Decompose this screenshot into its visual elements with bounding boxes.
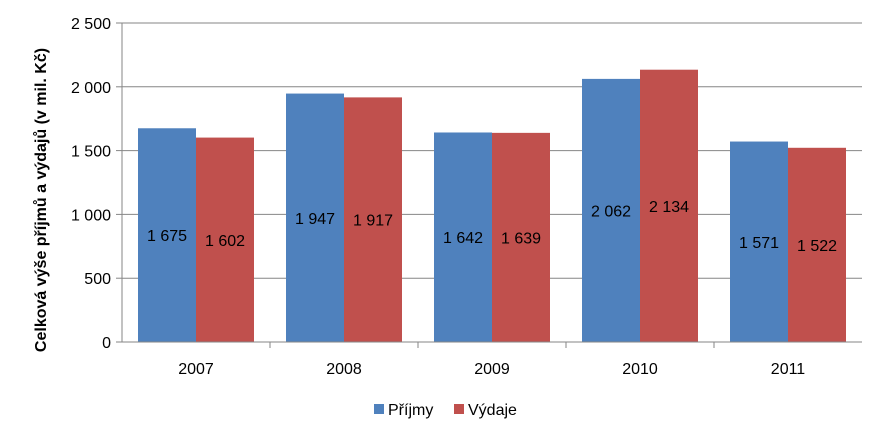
bars: [138, 69, 846, 343]
y-tick-label: 1 500: [71, 144, 111, 161]
legend-swatch-výdaje: [454, 404, 464, 414]
data-label: 1 571: [739, 235, 779, 252]
bar-výdaje-2007: [196, 137, 254, 342]
bar-příjmy-2007: [138, 128, 196, 342]
data-label: 1 639: [501, 230, 541, 247]
data-label: 2 134: [649, 199, 689, 216]
y-tick-label: 1 000: [71, 207, 111, 224]
data-label: 1 642: [443, 230, 483, 247]
legend-label: Výdaje: [468, 402, 517, 419]
bar-výdaje-2009: [492, 132, 550, 342]
x-tick-label: 2009: [474, 361, 510, 378]
y-tick-label: 2 500: [71, 16, 111, 33]
x-tick-label: 2008: [326, 361, 362, 378]
y-tick-label: 0: [102, 335, 111, 352]
data-label: 1 522: [797, 238, 837, 255]
x-tick-label: 2010: [622, 361, 658, 378]
bar-výdaje-2008: [344, 97, 402, 342]
data-label: 1 675: [147, 228, 187, 245]
data-label: 1 947: [295, 211, 335, 228]
data-label: 1 602: [205, 233, 245, 250]
bar-příjmy-2009: [434, 132, 492, 342]
y-axis-label: Celková výše příjmů a výdajů (v mil. Kč): [33, 48, 50, 352]
data-label: 2 062: [591, 203, 631, 220]
legend-label: Příjmy: [388, 402, 433, 419]
bar-výdaje-2010: [640, 69, 698, 342]
bar-příjmy-2010: [582, 78, 640, 343]
x-tick-label: 2007: [178, 361, 214, 378]
x-tick-labels: 2007 2008 2009 2010 2011: [178, 361, 805, 378]
axes: [116, 22, 862, 348]
y-tick-label: 500: [84, 271, 111, 288]
bar-výdaje-2011: [788, 147, 846, 342]
y-tick-label: 2 000: [71, 80, 111, 97]
y-tick-labels: 0 500 1 000 1 500 2 000 2 500: [71, 16, 111, 352]
data-labels: 1 675 1 602 1 947 1 917 1 642 1 639 2 062 2 134…: [147, 199, 837, 255]
legend: Příjmy Výdaje: [374, 402, 517, 419]
bar-příjmy-2008: [286, 93, 344, 342]
data-label: 1 917: [353, 213, 393, 230]
bar-příjmy-2011: [730, 141, 788, 342]
legend-swatch-příjmy: [374, 404, 384, 414]
x-tick-label: 2011: [771, 361, 806, 378]
